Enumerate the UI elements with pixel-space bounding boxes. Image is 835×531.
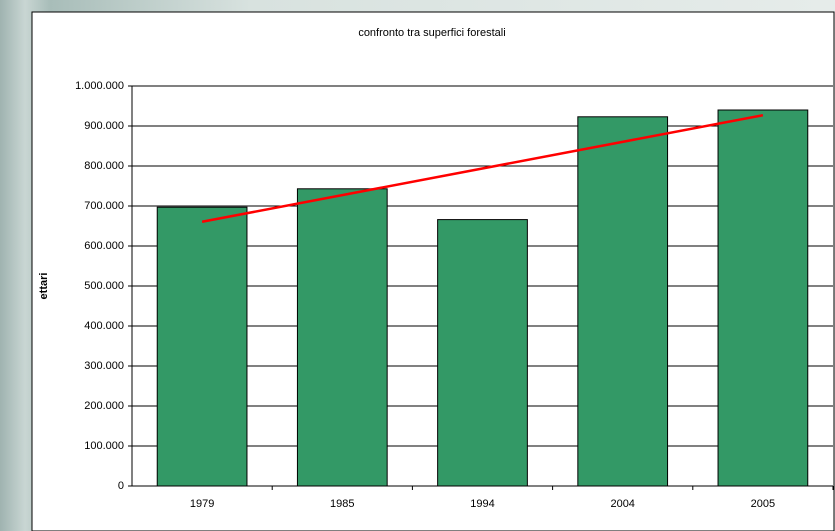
x-tick-label: 2004 — [610, 498, 634, 510]
bar — [717, 109, 809, 487]
bar — [437, 219, 528, 487]
x-tick-label: 1985 — [330, 498, 354, 510]
bar — [156, 206, 248, 487]
y-axis-label: ettari — [38, 273, 50, 300]
chart-title: confronto tra superfici forestali — [358, 27, 505, 39]
y-tick-label: 600.000 — [84, 240, 124, 252]
chart-area — [31, 11, 835, 531]
bar — [577, 116, 669, 487]
trend-line — [201, 113, 764, 223]
bar — [296, 188, 388, 487]
x-tick-label: 1994 — [470, 498, 494, 510]
y-tick-label: 1.000.000 — [75, 80, 124, 92]
y-tick-label: 500.000 — [84, 280, 124, 292]
x-tick-label: 2005 — [751, 498, 775, 510]
y-tick-label: 300.000 — [84, 360, 124, 372]
y-tick-label: 200.000 — [84, 400, 124, 412]
y-tick-label: 900.000 — [84, 120, 124, 132]
x-tick-label: 1979 — [190, 498, 214, 510]
y-tick-label: 400.000 — [84, 320, 124, 332]
y-tick-label: 0 — [118, 480, 124, 492]
y-tick-label: 800.000 — [84, 160, 124, 172]
y-tick-label: 100.000 — [84, 440, 124, 452]
y-tick-label: 700.000 — [84, 200, 124, 212]
